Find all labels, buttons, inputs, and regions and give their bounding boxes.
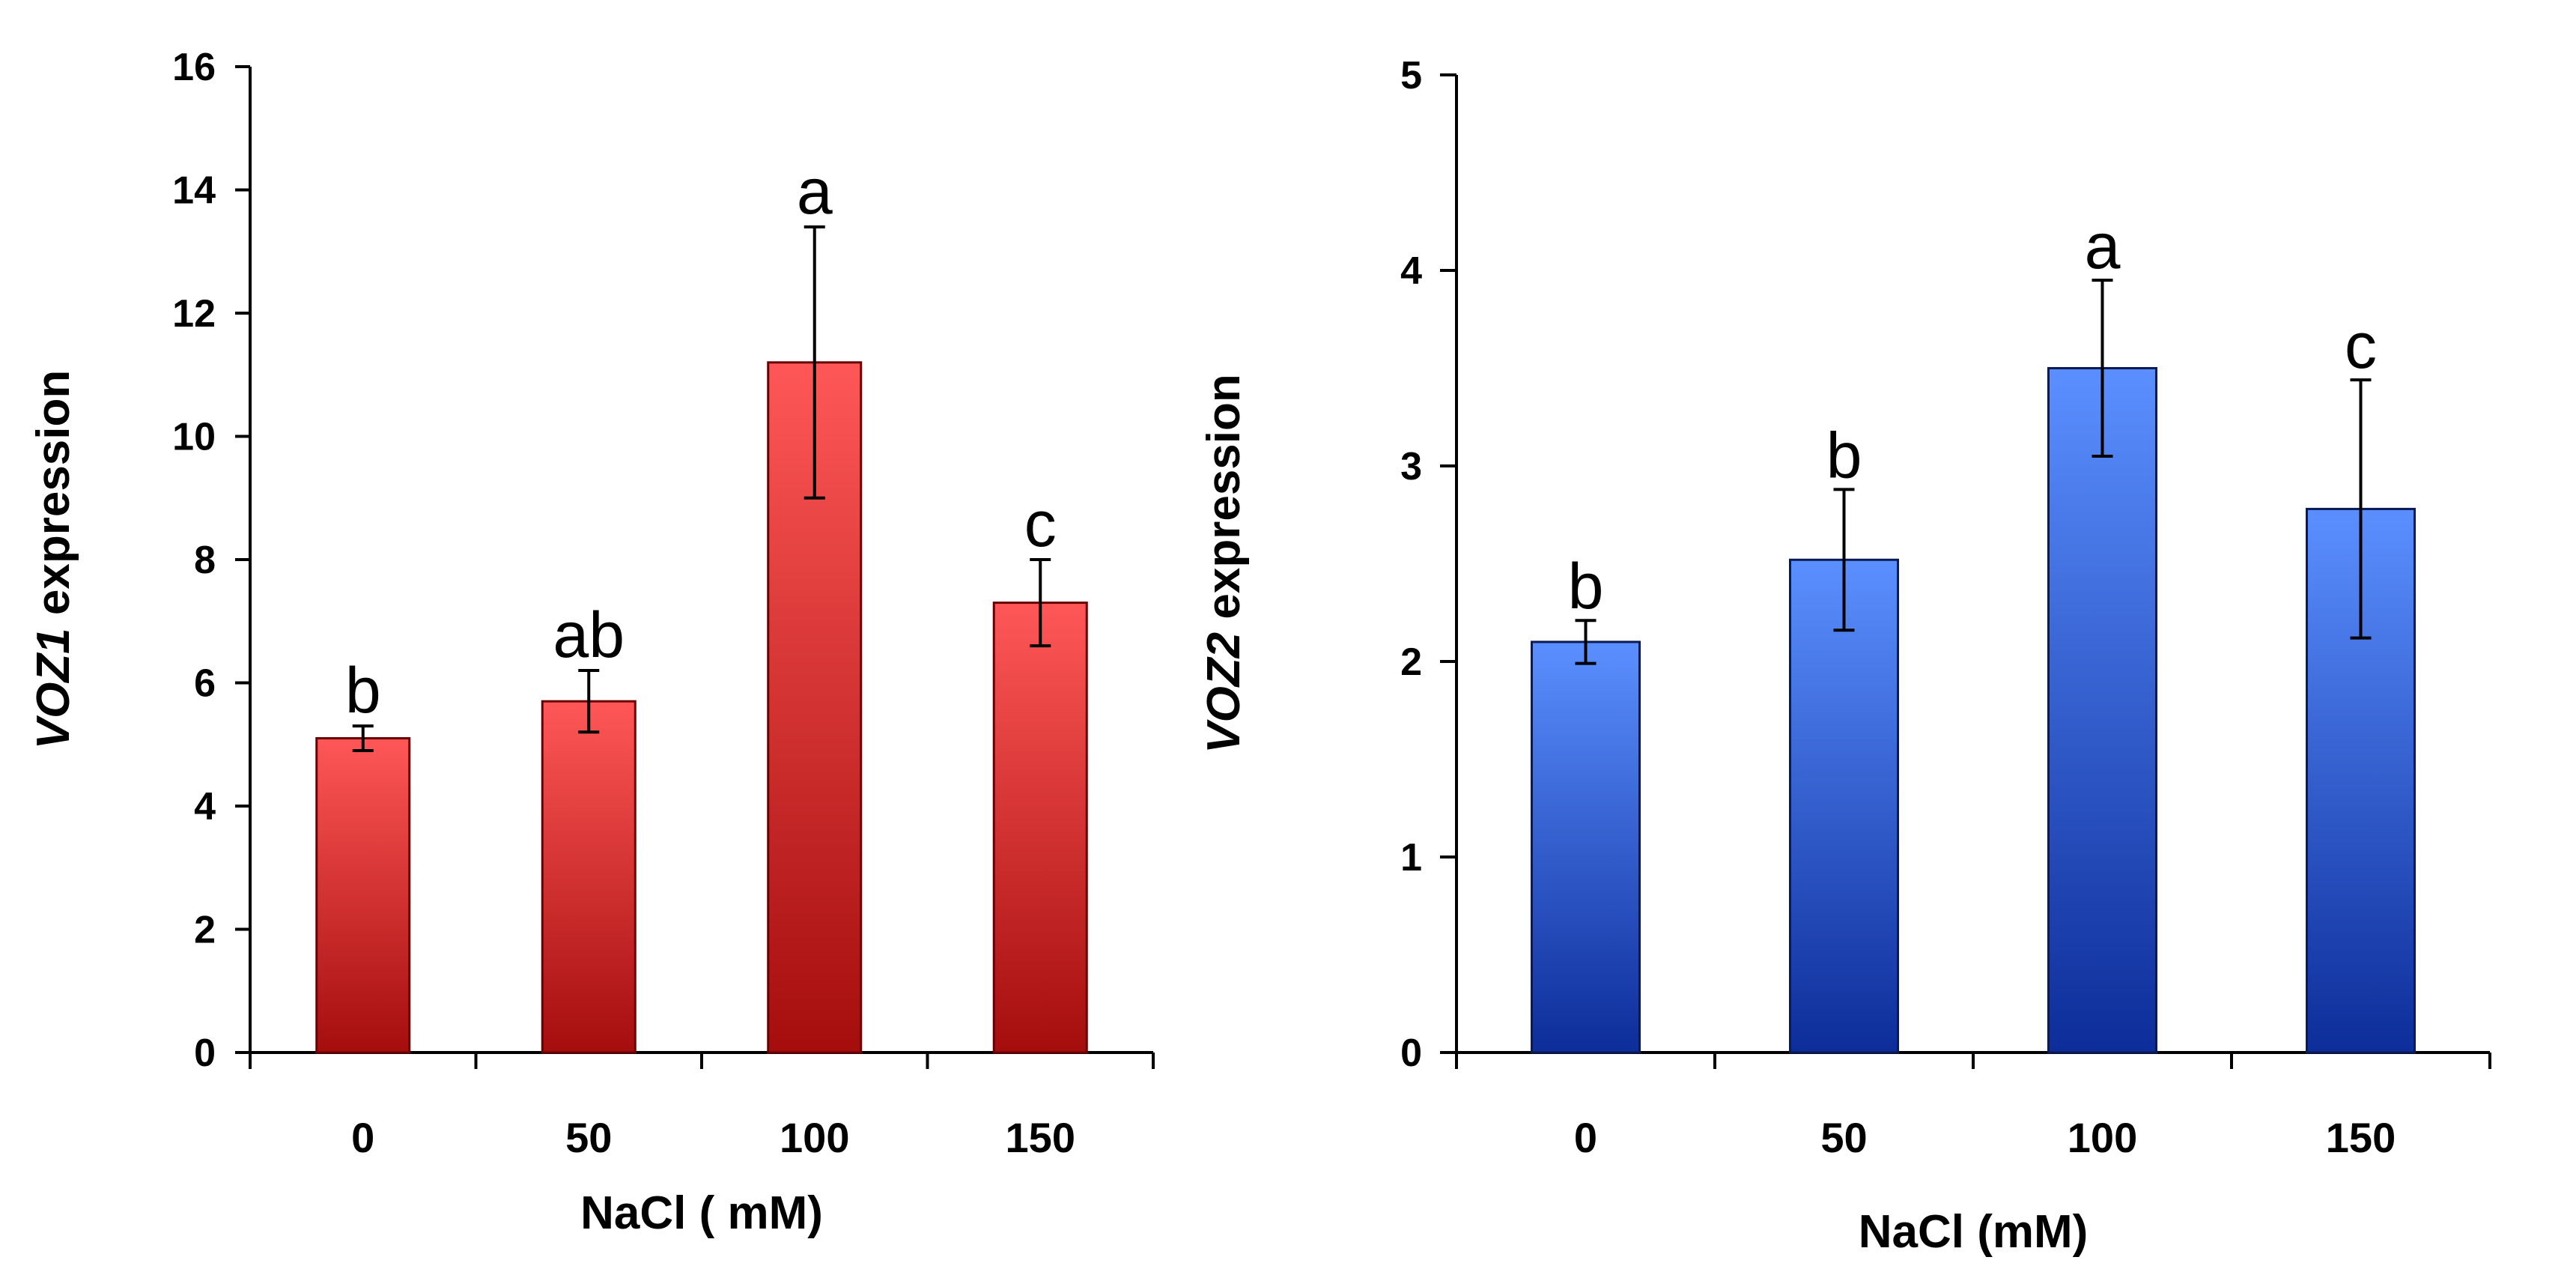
- x-category-label: 50: [1820, 1114, 1867, 1161]
- significance-label: b: [345, 655, 381, 727]
- significance-label: a: [797, 156, 833, 228]
- y-tick-label: 3: [1400, 445, 1422, 488]
- y-tick-label: 2: [194, 909, 216, 952]
- y-tick-label: 5: [1400, 54, 1422, 97]
- y-axis-title: VOZ1 expression: [28, 370, 79, 750]
- bar: [1789, 558, 1899, 1054]
- significance-label: c: [1024, 488, 1057, 560]
- y-tick-label: 8: [194, 539, 216, 582]
- x-category-label: 100: [780, 1114, 849, 1161]
- bar: [992, 602, 1088, 1054]
- voz2-chart: 0 1 2 3 4 5 b 0 b 50 a 100 c 150 NaCl (mM) VOZ2 express…: [1198, 54, 2491, 1258]
- y-tick-label: 0: [1400, 1032, 1422, 1075]
- bar: [541, 700, 637, 1054]
- y-tick-label: 0: [194, 1032, 216, 1075]
- y-tick-label: 14: [172, 169, 216, 213]
- significance-label: a: [2085, 211, 2121, 282]
- x-category-label: 100: [2068, 1114, 2137, 1161]
- voz1-chart: 0 2 4 6 8 10 12 14 16 b 0 ab 50 a 100 c 150 NaCl ( mM) VOZ…: [28, 46, 1155, 1239]
- y-tick-label: 16: [172, 46, 216, 89]
- bar: [1531, 640, 1641, 1054]
- bar: [315, 737, 411, 1054]
- y-tick-label: 2: [1400, 640, 1422, 684]
- x-axis-title: NaCl ( mM): [580, 1187, 823, 1239]
- y-tick-label: 6: [194, 662, 216, 706]
- y-tick-label: 4: [1400, 249, 1422, 293]
- significance-label: c: [2345, 310, 2377, 382]
- x-axis-title: NaCl (mM): [1859, 1206, 2089, 1258]
- significance-label: ab: [553, 599, 625, 671]
- y-tick-label: 10: [172, 416, 216, 459]
- x-category-label: 150: [1006, 1114, 1075, 1161]
- x-category-label: 0: [1574, 1114, 1597, 1161]
- y-tick-label: 4: [194, 785, 216, 829]
- x-category-label: 150: [2326, 1114, 2396, 1161]
- significance-label: b: [1826, 420, 1862, 491]
- significance-label: b: [1568, 551, 1604, 623]
- y-axis-title: VOZ2 expression: [1198, 374, 1250, 754]
- y-tick-label: 12: [172, 292, 216, 336]
- x-category-label: 0: [351, 1114, 374, 1161]
- x-category-label: 50: [565, 1114, 612, 1161]
- y-tick-label: 1: [1400, 836, 1422, 879]
- bar: [2047, 367, 2157, 1054]
